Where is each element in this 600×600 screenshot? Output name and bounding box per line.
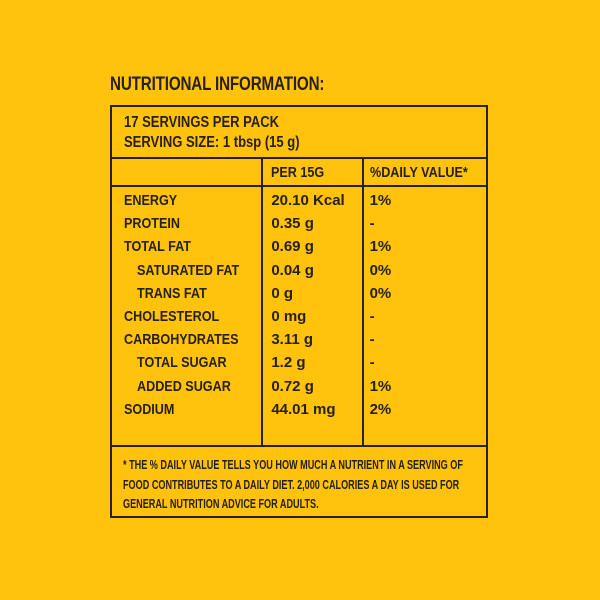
nutrient-daily-value: 0% [369,284,392,302]
nutrient-name: SODIUM [124,400,175,418]
servings-per-pack: 17 SERVINGS PER PACK [124,113,486,133]
nutrient-daily-value: - [369,215,375,233]
nutrient-name: TOTAL SUGAR [137,354,227,372]
nutrient-amount: 1.2 g [271,354,306,372]
column-header-amount: PER 15G [263,159,362,187]
nutrient-daily-value: 2% [369,400,392,418]
nutrient-name: ADDED SUGAR [137,377,231,395]
nutrient-name-rows: ENERGY PROTEIN TOTAL FAT SATURATED FAT T… [112,187,261,421]
nutrient-name: PROTEIN [124,215,181,233]
nutrient-amount: 0 g [271,284,294,302]
nutrient-daily-value: 0% [369,261,392,279]
column-header-daily-value: %DAILY VALUE* [363,159,486,187]
amount-column: PER 15G 20.10 Kcal 0.35 g 0.69 g 0.04 g … [261,159,362,445]
amount-rows: 20.10 Kcal 0.35 g 0.69 g 0.04 g 0 g 0 mg… [263,187,361,421]
nutrient-daily-value: - [369,308,375,326]
nutrient-amount: 20.10 Kcal [271,192,345,210]
nutrient-amount: 0 mg [271,308,307,326]
page-title: NUTRITIONAL INFORMATION: [110,74,378,96]
serving-size: SERVING SIZE: 1 tbsp (15 g) [124,133,486,153]
footnote-line: GENERAL NUTRITION ADVICE FOR ADULTS. [123,496,319,511]
nutrient-daily-value: - [369,331,375,349]
nutrient-name: TRANS FAT [137,284,207,302]
nutrient-amount: 0.72 g [271,377,314,395]
servings-per-pack-text: 17 SERVINGS PER PACK [124,114,280,131]
nutrient-name: TOTAL FAT [124,238,191,256]
serving-info-section: 17 SERVINGS PER PACK SERVING SIZE: 1 tbs… [112,107,486,159]
nutrient-name: CHOLESTEROL [124,308,220,326]
footnote-line: * THE % DAILY VALUE TELLS YOU HOW MUCH A… [123,457,463,472]
nutrient-name: CARBOHYDRATES [124,331,239,349]
nutrient-grid: ENERGY PROTEIN TOTAL FAT SATURATED FAT T… [112,159,486,445]
column-header-nutrient [112,159,262,187]
nutrition-table: 17 SERVINGS PER PACK SERVING SIZE: 1 tbs… [110,105,488,518]
nutrient-name: SATURATED FAT [137,261,240,279]
nutrient-daily-value: 1% [369,192,392,210]
nutrient-amount: 0.35 g [271,215,314,233]
nutrient-daily-value: 1% [369,238,392,256]
nutrient-amount: 0.69 g [271,238,314,256]
serving-size-text: SERVING SIZE: 1 tbsp (15 g) [124,133,300,151]
daily-value-footnote: * THE % DAILY VALUE TELLS YOU HOW MUCH A… [112,445,486,516]
page-title-text: NUTRITIONAL INFORMATION: [110,74,325,95]
nutrient-name: ENERGY [124,192,178,210]
nutrient-daily-value: - [369,354,375,372]
daily-value-rows: 1% - 1% 0% 0% - - - 1% 2% [364,187,486,421]
footnote-line: FOOD CONTRIBUTES TO A DAILY DIET. 2,000 … [123,476,460,492]
nutrient-amount: 0.04 g [271,261,314,279]
nutrient-amount: 44.01 mg [271,400,336,418]
daily-value-column: %DAILY VALUE* 1% - 1% 0% 0% - - - 1% 2% [361,159,486,445]
nutrient-daily-value: 1% [369,377,392,395]
nutrient-name-column: ENERGY PROTEIN TOTAL FAT SATURATED FAT T… [112,159,262,445]
nutrient-amount: 3.11 g [271,331,314,349]
